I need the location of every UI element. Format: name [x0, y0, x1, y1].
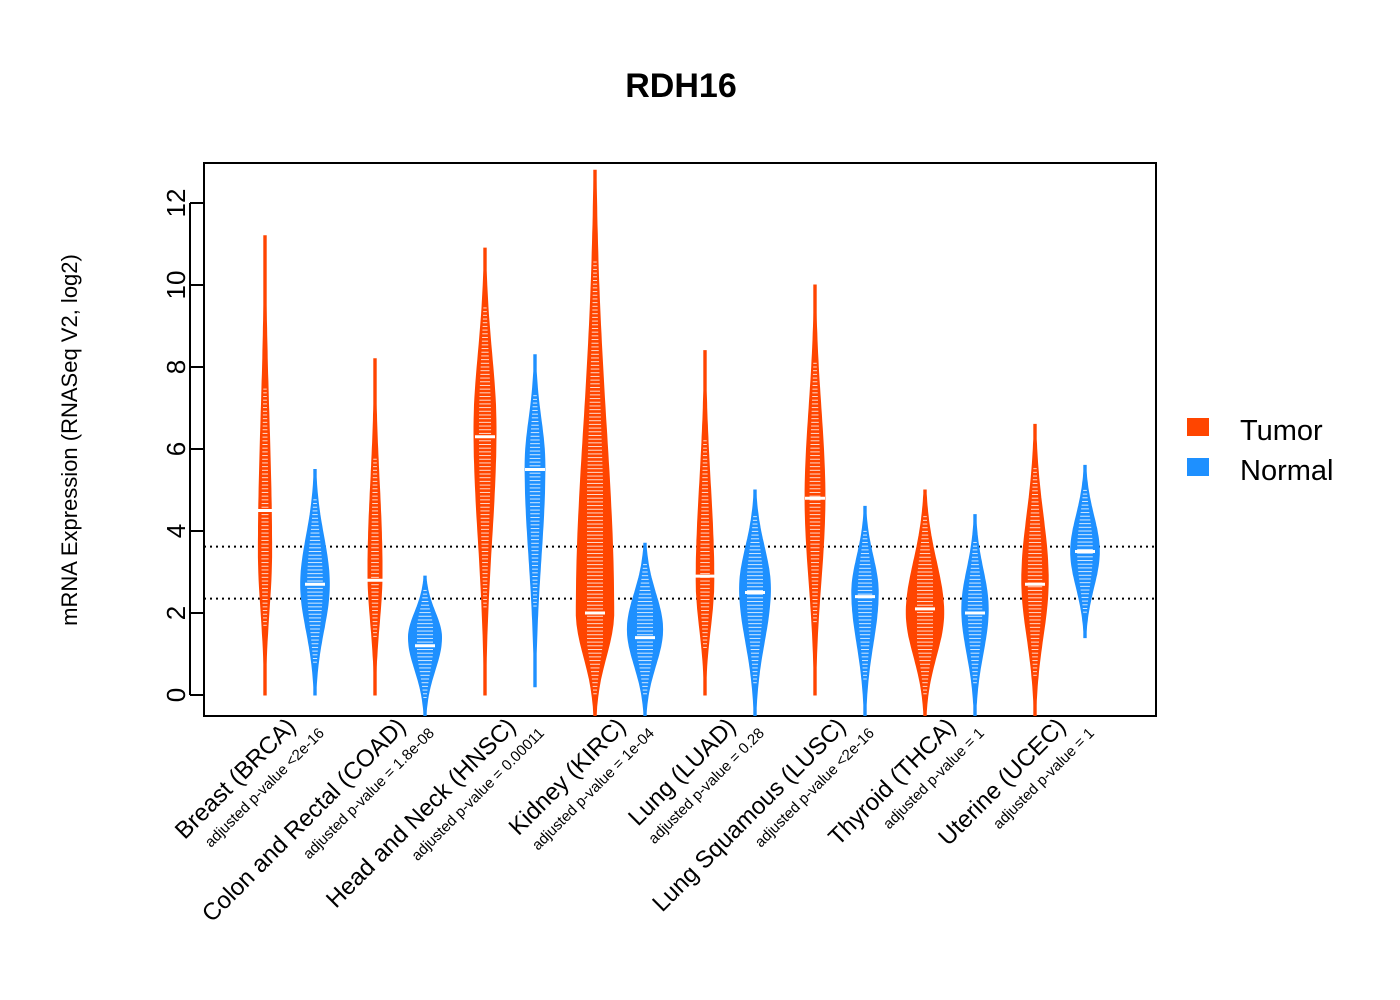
- normal-violin: [961, 514, 989, 716]
- tumor-violin: [905, 489, 945, 716]
- violin-body: [961, 514, 989, 716]
- violin-body: [1021, 423, 1049, 716]
- tumor-violin: [1021, 423, 1049, 716]
- tumor-violin: [575, 169, 615, 716]
- y-tick-label: 8: [161, 360, 191, 374]
- y-tick-label: 0: [161, 688, 191, 702]
- violin-body: [473, 247, 497, 696]
- normal-violin: [851, 505, 879, 716]
- normal-violin: [524, 354, 546, 688]
- violin-body: [257, 235, 273, 696]
- violin-body: [695, 350, 715, 696]
- normal-violin: [1070, 464, 1100, 639]
- y-tick-label: 4: [161, 524, 191, 538]
- legend-label: Normal: [1240, 455, 1333, 487]
- violin-body: [739, 489, 771, 716]
- plot-frame: [203, 162, 1157, 717]
- y-tick-label: 2: [161, 606, 191, 620]
- normal-violin: [626, 542, 664, 716]
- violin-body: [300, 469, 330, 696]
- violin-body: [804, 284, 826, 696]
- y-tick-label: 6: [161, 442, 191, 456]
- tumor-violin: [473, 247, 497, 696]
- legend: Tumor Normal: [1187, 415, 1333, 487]
- normal-violin: [739, 489, 771, 716]
- normal-violin: [408, 575, 442, 716]
- y-tick-label: 10: [161, 271, 191, 300]
- legend-label: Tumor: [1240, 415, 1323, 447]
- tumor-violin: [255, 235, 275, 696]
- y-axis-label: mRNA Expression (RNASeq V2, log2): [57, 254, 82, 626]
- y-tick-label: 12: [161, 189, 191, 218]
- chart-title: RDH16: [625, 67, 736, 105]
- tumor-violin: [804, 284, 826, 696]
- legend-swatch: [1187, 458, 1209, 476]
- violin-body: [367, 358, 383, 696]
- tumor-violin: [365, 358, 385, 696]
- violin-body: [626, 542, 664, 716]
- legend-swatch: [1187, 418, 1209, 436]
- violin-body: [851, 505, 879, 716]
- tumor-violin: [695, 350, 715, 696]
- violin-body: [905, 489, 945, 716]
- normal-violin: [300, 469, 330, 696]
